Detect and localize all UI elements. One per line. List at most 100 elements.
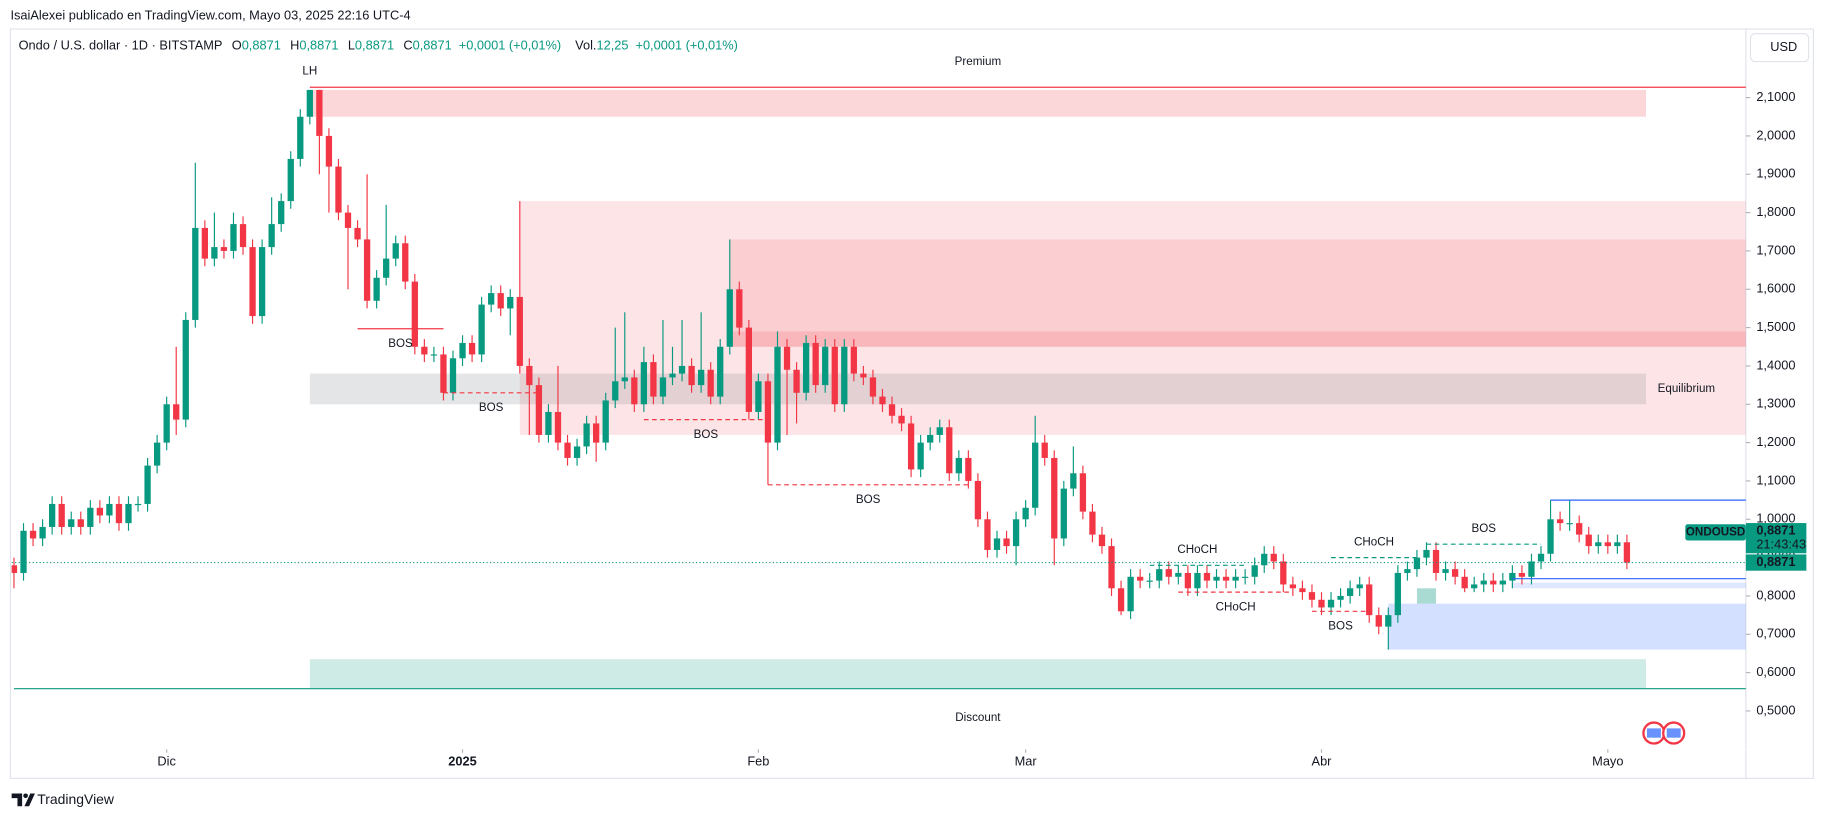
candle-body [640, 362, 648, 405]
candle-body [153, 442, 161, 466]
candle-body [1356, 584, 1363, 589]
currency-button[interactable] [1749, 33, 1810, 63]
candle-body [459, 342, 466, 359]
legend-item: 0,8871 [299, 38, 338, 53]
candle-body [1242, 576, 1249, 578]
candle-body [1614, 542, 1621, 547]
candle-body [1308, 592, 1316, 600]
y-tick-label: 2,0000 [1756, 127, 1795, 142]
level-label: CHoCH [1177, 543, 1217, 556]
legend-item: +0,0001 (+0,01%) [635, 38, 737, 53]
candle-body [287, 158, 294, 202]
candle-body [1175, 572, 1182, 577]
candle-body [58, 503, 65, 527]
zone-label: Premium [955, 55, 1001, 68]
candle-body [344, 212, 352, 228]
candle-body [917, 442, 924, 470]
y-tick-label: 1,2000 [1756, 434, 1795, 449]
candle-body [297, 116, 304, 159]
candle-body [411, 281, 418, 347]
candle-body [822, 346, 829, 386]
candle-body [974, 480, 982, 520]
candle-body [278, 201, 285, 225]
candle-body [669, 373, 676, 378]
candle-body [802, 342, 810, 393]
candle-body [726, 289, 733, 347]
level-label: BOS [479, 401, 504, 414]
level-label: CHoCH [1354, 536, 1394, 549]
candle-body [1299, 588, 1306, 593]
candle-body [1480, 580, 1487, 585]
candle-body [631, 377, 638, 405]
candle-body [812, 342, 819, 386]
candle-body [1003, 538, 1010, 547]
candle-body [211, 247, 218, 259]
candle-body [573, 446, 581, 458]
y-tick-label: 1,8000 [1756, 204, 1795, 219]
y-tick-label: 1,0000 [1756, 511, 1795, 526]
x-tick-label: Dic [157, 753, 176, 768]
candle-body [783, 346, 791, 370]
candle-body [869, 377, 877, 397]
candle-body [49, 503, 56, 527]
level-label: CHoCH [1216, 600, 1256, 613]
candle-body [11, 565, 18, 573]
candle-body [1404, 569, 1411, 573]
candle-body [1366, 584, 1373, 616]
candle-body [1165, 569, 1172, 577]
level-label: BOS [388, 337, 413, 350]
level-label: BOS [856, 493, 881, 506]
candle-body [1413, 557, 1421, 570]
candle-body [745, 327, 752, 412]
y-tick-label: 0,7000 [1756, 626, 1795, 641]
y-tick-label: 0,8000 [1756, 587, 1795, 602]
candle-body [602, 400, 609, 443]
candle-body [1041, 442, 1048, 458]
candle-body [1060, 488, 1067, 539]
candle-body [1394, 572, 1401, 616]
candle-body [1051, 457, 1058, 539]
x-tick-label: Mar [1015, 753, 1038, 768]
candle-body [20, 530, 27, 573]
candle-body [1070, 473, 1077, 489]
candle-body [1528, 561, 1535, 577]
candle-body [535, 385, 543, 435]
candle-body [907, 423, 915, 470]
zone [309, 659, 1646, 688]
tv-logo [11, 793, 35, 807]
candle-body [402, 243, 409, 282]
frame [9, 28, 1814, 779]
candle-body [879, 396, 886, 405]
candle-body [249, 247, 256, 317]
candle-body [1595, 542, 1602, 547]
candle-body [392, 243, 399, 259]
candle-body [1137, 576, 1144, 581]
countdown: 21:43:43 [1756, 537, 1806, 552]
candle-body [163, 404, 170, 443]
legend-item: 12,25 [596, 38, 628, 53]
candle-body [1490, 580, 1497, 585]
candle-body [325, 135, 333, 167]
legend-item: H [290, 38, 299, 53]
candle-body [430, 354, 438, 356]
candle-body [659, 377, 667, 397]
price-tag [1745, 523, 1807, 554]
candle-body [1280, 561, 1287, 585]
candle-body [182, 319, 189, 420]
candle-body [1270, 553, 1277, 562]
zone [519, 201, 1746, 435]
candle-body [1032, 442, 1039, 508]
zone [729, 239, 1746, 347]
currency[interactable]: USD [1770, 39, 1797, 54]
candle-body [306, 89, 313, 117]
candle-body [965, 457, 972, 481]
candle-body [1442, 569, 1449, 573]
candle-body [955, 457, 962, 474]
candle-body [1232, 576, 1239, 581]
candle-body [850, 346, 857, 374]
candle-body [144, 465, 151, 504]
x-tick-label: Abr [1312, 753, 1333, 768]
candle-body [134, 503, 142, 506]
candle-body [1327, 599, 1335, 608]
